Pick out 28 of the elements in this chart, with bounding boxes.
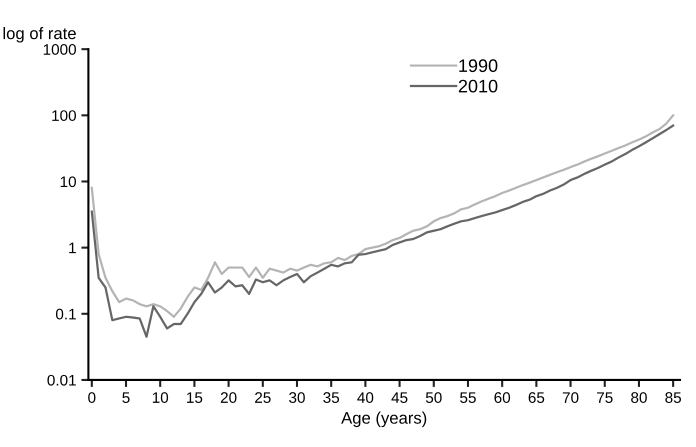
y-axis-title: log of rate	[4, 27, 76, 43]
y-tick-label: 100	[52, 110, 76, 122]
x-tick-label: 50	[426, 392, 442, 403]
y-tick-label: 0.1	[56, 308, 76, 320]
legend-label: 1990	[459, 59, 498, 72]
x-tick-label: 55	[460, 392, 476, 403]
y-tick-label: 1000	[44, 44, 76, 55]
y-tick-label: 1	[69, 242, 76, 254]
x-tick-label: 75	[597, 392, 613, 403]
x-tick-label: 70	[562, 392, 578, 403]
x-tick-label: 80	[631, 392, 647, 403]
x-tick-label: 65	[528, 392, 544, 403]
x-tick-label: 40	[357, 392, 374, 403]
x-tick-label: 10	[152, 392, 168, 403]
legend-label: 2010	[458, 80, 498, 93]
x-tick-label: 30	[289, 392, 305, 403]
x-tick-label: 45	[391, 392, 408, 403]
y-tick-label: 10	[60, 176, 76, 188]
x-axis-title: Age (years)	[341, 412, 426, 428]
x-tick-label: 85	[665, 392, 682, 403]
x-tick-label: 35	[323, 392, 340, 403]
x-tick-label: 20	[220, 392, 236, 403]
x-tick-label: 60	[494, 392, 510, 403]
x-tick-label: 25	[255, 392, 271, 403]
x-tick-label: 5	[122, 392, 130, 403]
y-tick-label: 0.01	[47, 374, 76, 386]
x-tick-label: 0	[88, 392, 96, 403]
x-tick-label: 15	[187, 392, 202, 403]
